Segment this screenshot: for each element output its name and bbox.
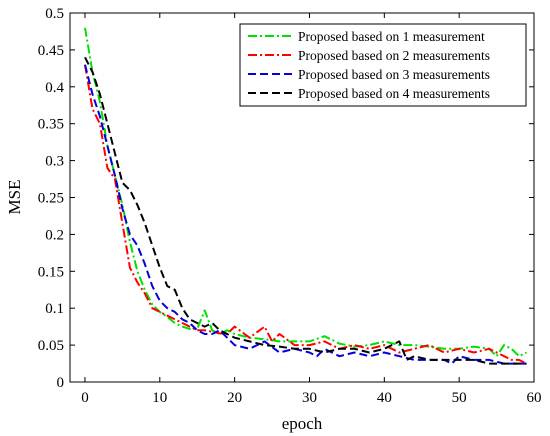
y-axis-label: MSE [5, 180, 24, 215]
legend: Proposed based on 1 measurement Proposed … [239, 23, 527, 107]
x-tick-label: 50 [452, 390, 467, 406]
x-tick-label: 10 [152, 390, 167, 406]
y-tick-label: 0.05 [38, 338, 64, 354]
y-tick-label: 0.35 [38, 117, 64, 133]
legend-label-4: Proposed based on 4 measurements [298, 86, 490, 101]
x-axis-label: epoch [282, 414, 323, 433]
x-tick-label: 60 [527, 390, 542, 406]
series-layer [84, 27, 527, 365]
legend-label-1: Proposed based on 1 measurement [298, 29, 485, 44]
x-tick-label: 20 [227, 390, 242, 406]
y-tick-label: 0.2 [45, 227, 64, 243]
x-tick-label: 30 [302, 390, 317, 406]
y-tick-label: 0.15 [38, 264, 64, 280]
series-line-4 [84, 56, 527, 365]
x-tick-label: 0 [81, 390, 89, 406]
y-tick-label: 0 [57, 375, 65, 391]
x-tick-label: 40 [377, 390, 392, 406]
legend-label-2: Proposed based on 2 measurements [298, 48, 490, 63]
legend-label-3: Proposed based on 3 measurements [298, 67, 490, 82]
axis-ticks: 0 10 20 30 40 50 60 0 0.05 0.1 0.15 0.2 0.25 0.3 0.35 0… [38, 6, 542, 406]
y-tick-label: 0.25 [38, 191, 64, 207]
y-tick-label: 0.1 [45, 301, 64, 317]
series-line-2 [84, 64, 527, 365]
y-tick-label: 0.3 [45, 154, 64, 170]
y-tick-label: 0.5 [45, 6, 64, 22]
y-tick-label: 0.4 [45, 80, 64, 96]
y-tick-label: 0.45 [38, 43, 64, 59]
